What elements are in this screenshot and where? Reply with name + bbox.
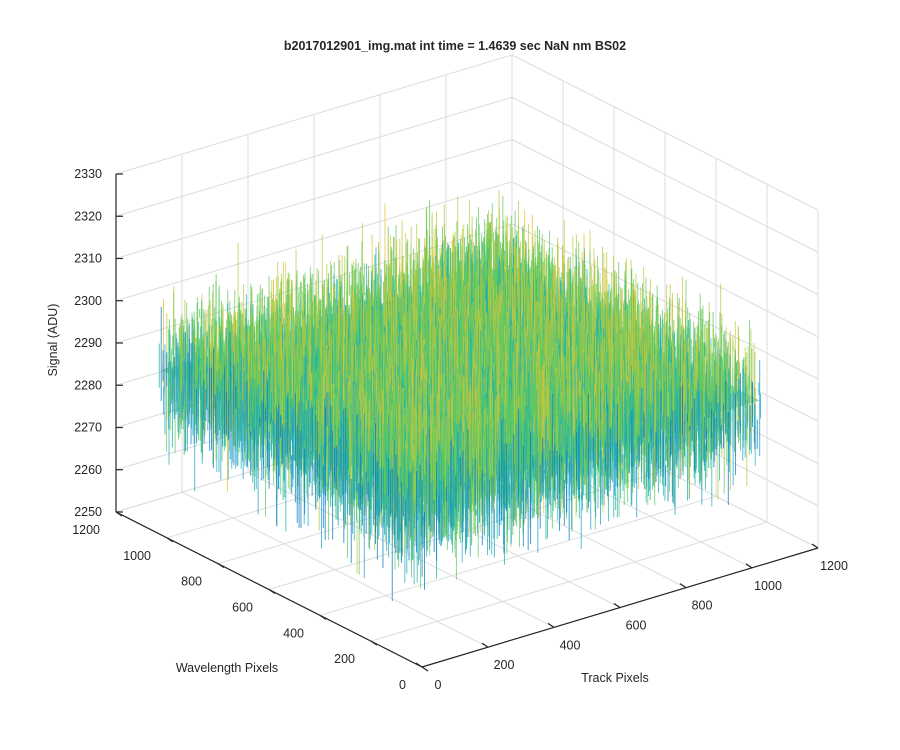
backwall-gridline-z xyxy=(115,96,513,217)
floor-gridline-y xyxy=(319,495,717,616)
sidewall-gridline-z xyxy=(511,139,819,295)
surface-plot xyxy=(158,190,762,601)
floor-gridline-y xyxy=(370,521,768,642)
backwall-gridline-z xyxy=(115,139,513,259)
sidewall-gridline-z xyxy=(511,54,819,211)
sidewall-gridline-z xyxy=(511,96,819,253)
backwall-gridline-z xyxy=(115,54,513,175)
sidewall-gridline-z xyxy=(511,181,819,338)
backwall-gridline-z xyxy=(115,181,513,302)
